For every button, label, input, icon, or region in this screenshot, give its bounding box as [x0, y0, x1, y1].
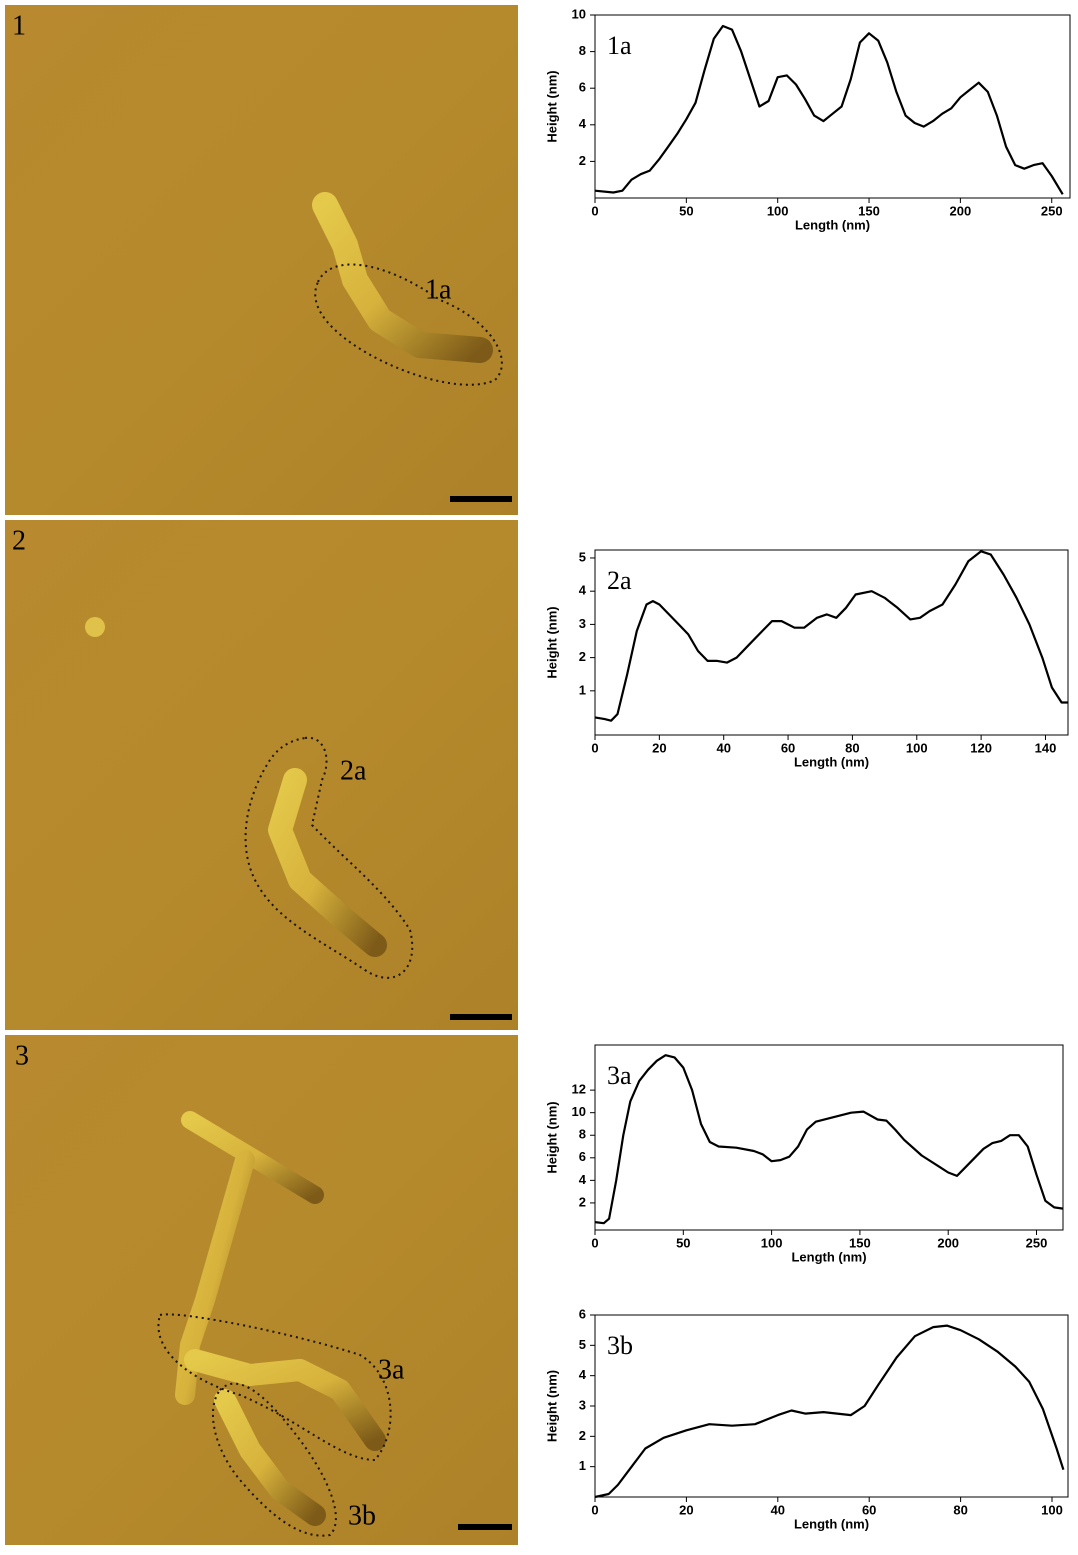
chart-annotation: 2a — [607, 566, 632, 595]
y-tick-label: 6 — [579, 1306, 586, 1321]
x-tick-label: 0 — [591, 203, 598, 218]
panel-label: 3 — [15, 1040, 29, 1071]
x-tick-label: 150 — [849, 1235, 871, 1250]
x-tick-label: 60 — [781, 740, 795, 755]
y-tick-label: 1 — [579, 1458, 586, 1473]
y-tick-label: 4 — [579, 1172, 587, 1187]
chart-annotation: 1a — [607, 31, 632, 60]
x-tick-label: 20 — [679, 1502, 693, 1517]
y-tick-label: 3 — [579, 616, 586, 631]
x-axis-label: Length (nm) — [795, 217, 870, 232]
x-tick-label: 100 — [761, 1235, 783, 1250]
y-tick-label: 2 — [579, 1428, 586, 1443]
x-tick-label: 250 — [1026, 1235, 1048, 1250]
x-tick-label: 100 — [906, 740, 928, 755]
x-tick-label: 150 — [858, 203, 880, 218]
x-axis-label: Length (nm) — [794, 754, 869, 769]
x-tick-label: 120 — [970, 740, 992, 755]
data-line — [594, 1324, 1065, 1499]
y-tick-label: 5 — [579, 549, 586, 564]
y-axis-label: Height (nm) — [544, 1370, 559, 1442]
y-tick-label: 5 — [579, 1337, 586, 1352]
y-tick-label: 6 — [579, 80, 586, 95]
y-tick-label: 4 — [579, 116, 587, 131]
y-tick-label: 2 — [579, 153, 586, 168]
y-tick-label: 8 — [579, 1127, 586, 1142]
afm-image-1 — [5, 5, 518, 515]
plot-frame — [594, 549, 1069, 736]
data-line — [594, 1054, 1064, 1225]
y-tick-label: 4 — [579, 1367, 587, 1382]
chart-annotation: 3b — [607, 1331, 633, 1360]
x-tick-label: 0 — [591, 1502, 598, 1517]
y-axis-label: Height (nm) — [544, 1101, 559, 1173]
x-tick-label: 20 — [652, 740, 666, 755]
panel-label: 1 — [12, 10, 26, 41]
x-tick-label: 40 — [716, 740, 730, 755]
afm-image-3 — [5, 1035, 518, 1545]
plot-frame — [594, 1314, 1069, 1498]
y-axis-label: Height (nm) — [544, 70, 559, 142]
x-tick-label: 200 — [937, 1235, 959, 1250]
x-tick-label: 60 — [862, 1502, 876, 1517]
x-tick-label: 50 — [676, 1235, 690, 1250]
y-tick-label: 10 — [572, 6, 586, 21]
x-tick-label: 100 — [1041, 1502, 1063, 1517]
chart-annotation: 3a — [607, 1061, 632, 1090]
x-tick-label: 80 — [953, 1502, 967, 1517]
x-tick-label: 100 — [767, 203, 789, 218]
afm-image-2 — [5, 520, 518, 1030]
y-tick-label: 12 — [572, 1082, 586, 1097]
x-axis-label: Length (nm) — [791, 1249, 866, 1264]
region-label: 1a — [425, 274, 452, 305]
x-tick-label: 40 — [771, 1502, 785, 1517]
data-line — [594, 24, 1064, 195]
region-label: 3a — [378, 1354, 405, 1385]
plot-frame — [594, 1044, 1064, 1231]
x-tick-label: 50 — [679, 203, 693, 218]
y-axis-label: Height (nm) — [544, 606, 559, 678]
x-tick-label: 0 — [591, 740, 598, 755]
x-tick-label: 80 — [845, 740, 859, 755]
y-tick-label: 10 — [572, 1104, 586, 1119]
y-tick-label: 2 — [579, 1194, 586, 1209]
region-label: 3b — [348, 1500, 376, 1531]
plot-frame — [594, 14, 1071, 199]
y-tick-label: 4 — [579, 583, 587, 598]
y-tick-label: 2 — [579, 649, 586, 664]
x-tick-label: 140 — [1035, 740, 1057, 755]
x-tick-label: 250 — [1041, 203, 1063, 218]
panel-label: 2 — [12, 525, 26, 556]
x-axis-label: Length (nm) — [794, 1516, 869, 1531]
data-line — [594, 550, 1068, 722]
x-tick-label: 0 — [591, 1235, 598, 1250]
y-tick-label: 8 — [579, 43, 586, 58]
region-label: 2a — [340, 755, 367, 786]
y-tick-label: 3 — [579, 1397, 586, 1412]
y-tick-label: 1 — [579, 682, 586, 697]
y-tick-label: 6 — [579, 1149, 586, 1164]
x-tick-label: 200 — [950, 203, 972, 218]
